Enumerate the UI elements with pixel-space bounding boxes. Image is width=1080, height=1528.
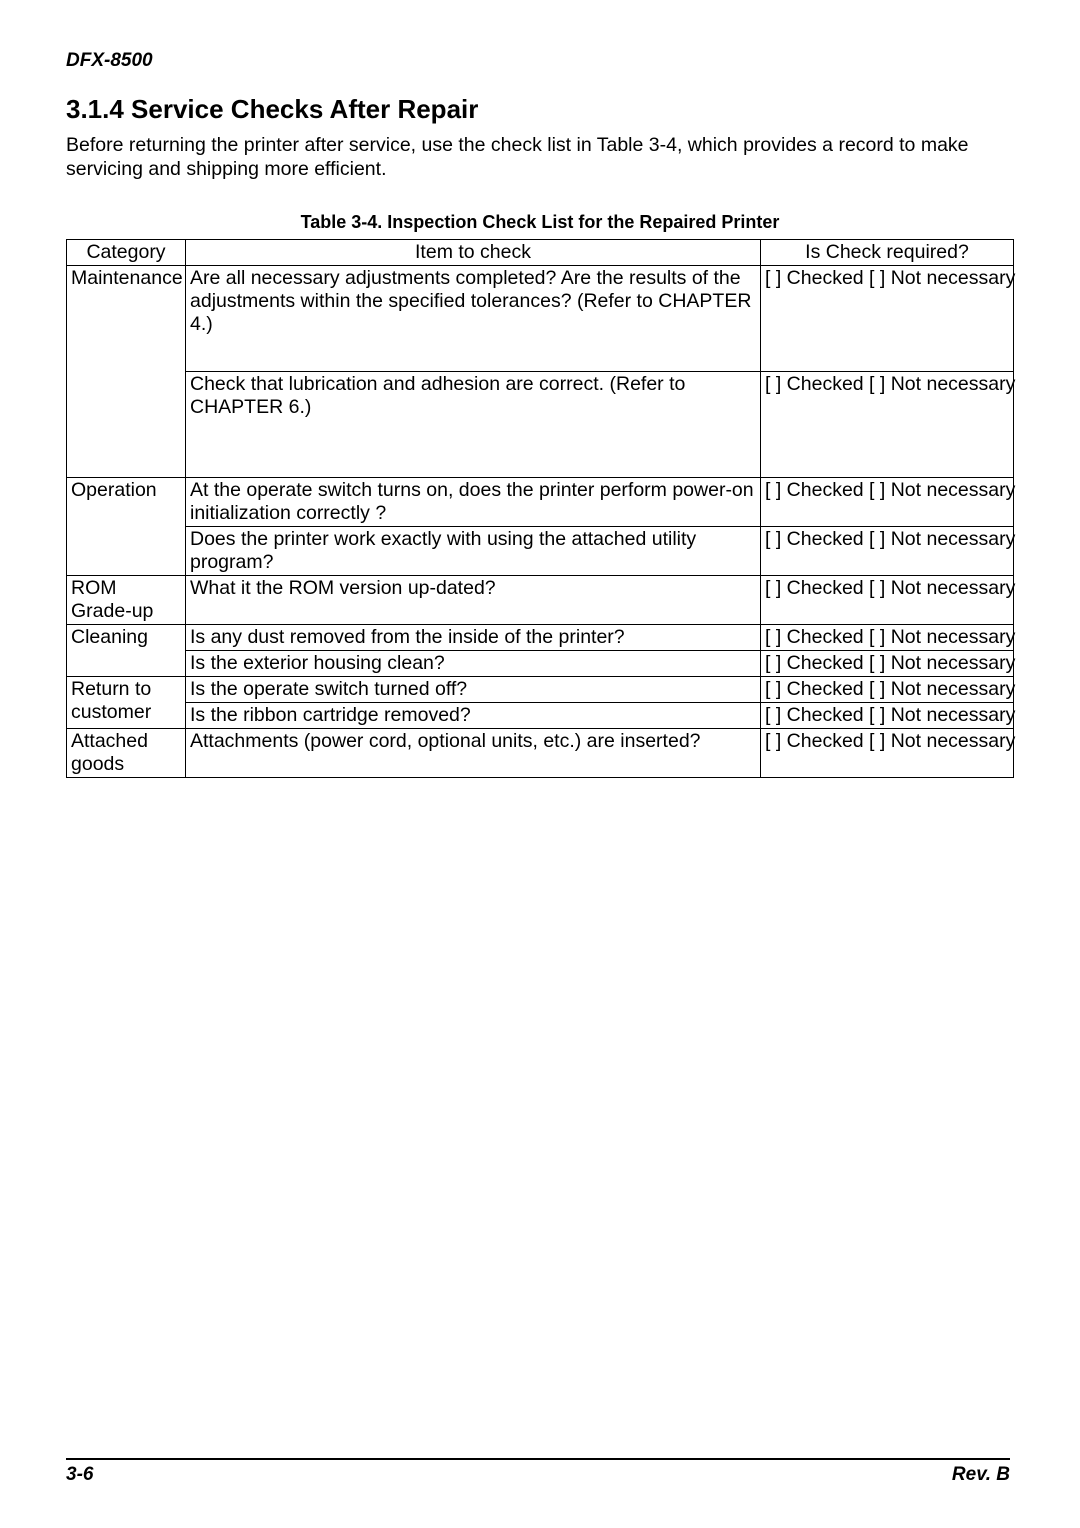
col-header-item: Item to check: [186, 239, 761, 265]
cell-item: Is any dust removed from the inside of t…: [186, 624, 761, 650]
cell-check: [ ] Checked [ ] Not necessary: [761, 650, 1014, 676]
table-row: Does the printer work exactly with using…: [67, 526, 1014, 575]
table-caption: Table 3-4. Inspection Check List for the…: [66, 212, 1014, 233]
table-row: Is the exterior housing clean?[ ] Checke…: [67, 650, 1014, 676]
table-body: MaintenanceAre all necessary adjustments…: [67, 265, 1014, 777]
table-row: Attached goodsAttachments (power cord, o…: [67, 728, 1014, 777]
cell-category: ROM Grade-up: [67, 575, 186, 624]
cell-category: Maintenance: [67, 265, 186, 477]
table-row: OperationAt the operate switch turns on,…: [67, 477, 1014, 526]
cell-item: Is the operate switch turned off?: [186, 676, 761, 702]
inspection-table: Category Item to check Is Check required…: [66, 239, 1014, 778]
cell-item: Is the exterior housing clean?: [186, 650, 761, 676]
cell-check: [ ] Checked [ ] Not necessary: [761, 676, 1014, 702]
cell-check: [ ] Checked [ ] Not necessary: [761, 526, 1014, 575]
cell-category: Attached goods: [67, 728, 186, 777]
cell-check: [ ] Checked [ ] Not necessary: [761, 575, 1014, 624]
cell-check: [ ] Checked [ ] Not necessary: [761, 624, 1014, 650]
table-row: Return to customerIs the operate switch …: [67, 676, 1014, 702]
col-header-category: Category: [67, 239, 186, 265]
cell-item: What it the ROM version up-dated?: [186, 575, 761, 624]
table-row: MaintenanceAre all necessary adjustments…: [67, 265, 1014, 371]
cell-category: Operation: [67, 477, 186, 575]
footer-page: 3-6: [66, 1464, 93, 1486]
table-row: Check that lubrication and adhesion are …: [67, 371, 1014, 477]
cell-check: [ ] Checked [ ] Not necessary: [761, 265, 1014, 371]
table-header-row: Category Item to check Is Check required…: [67, 239, 1014, 265]
table-row: Is the ribbon cartridge removed?[ ] Chec…: [67, 702, 1014, 728]
doc-model: DFX-8500: [66, 50, 1014, 72]
cell-category: Return to customer: [67, 676, 186, 728]
section-title: 3.1.4 Service Checks After Repair: [66, 94, 1014, 125]
cell-check: [ ] Checked [ ] Not necessary: [761, 477, 1014, 526]
cell-item: Attachments (power cord, optional units,…: [186, 728, 761, 777]
cell-item: Does the printer work exactly with using…: [186, 526, 761, 575]
col-header-check: Is Check required?: [761, 239, 1014, 265]
cell-item: Check that lubrication and adhesion are …: [186, 371, 761, 477]
cell-item: Is the ribbon cartridge removed?: [186, 702, 761, 728]
table-row: CleaningIs any dust removed from the ins…: [67, 624, 1014, 650]
cell-check: [ ] Checked [ ] Not necessary: [761, 702, 1014, 728]
cell-item: Are all necessary adjustments completed?…: [186, 265, 761, 371]
footer-rev: Rev. B: [952, 1464, 1010, 1486]
table-row: ROM Grade-upWhat it the ROM version up-d…: [67, 575, 1014, 624]
intro-paragraph: Before returning the printer after servi…: [66, 133, 1014, 182]
cell-category: Cleaning: [67, 624, 186, 676]
page-footer: 3-6 Rev. B: [66, 1458, 1010, 1486]
cell-check: [ ] Checked [ ] Not necessary: [761, 728, 1014, 777]
cell-item: At the operate switch turns on, does the…: [186, 477, 761, 526]
cell-check: [ ] Checked [ ] Not necessary: [761, 371, 1014, 477]
